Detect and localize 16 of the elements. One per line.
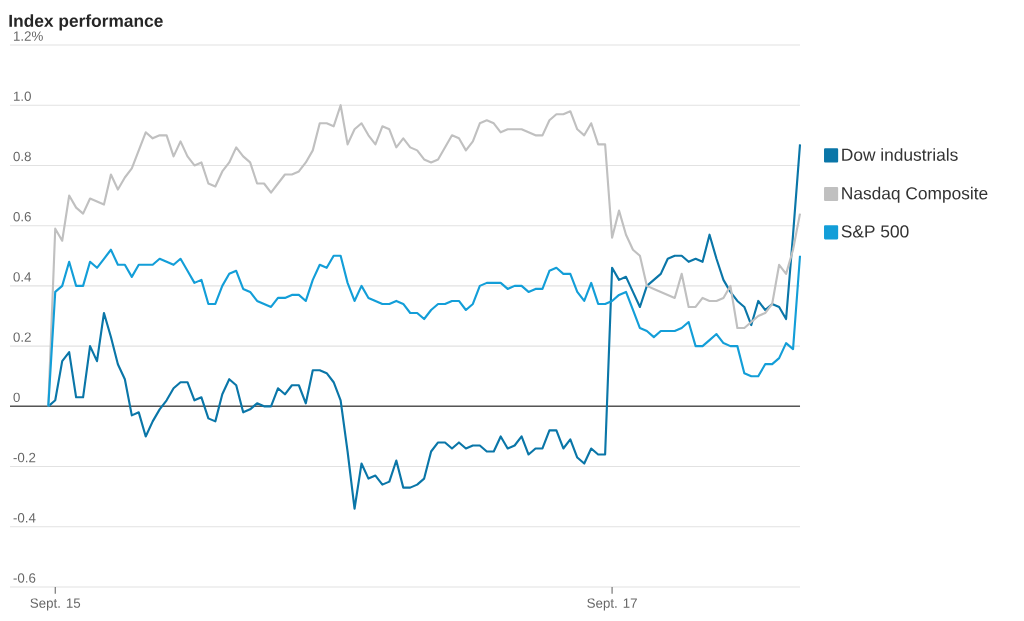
y-tick-label: 1.2% <box>13 31 43 41</box>
y-tick-label: 0.2 <box>13 332 31 342</box>
y-tick-label: 0.6 <box>13 211 31 222</box>
legend-label: Dow industrials <box>842 148 958 161</box>
y-tick-label: 0.4 <box>13 272 32 282</box>
y-tick-label: 1.0 <box>13 91 31 101</box>
y-tick-label: 0 <box>13 392 20 403</box>
y-tick-label: -0.6 <box>13 573 36 583</box>
chart-title: Index performance <box>9 14 163 31</box>
y-tick-label: -0.4 <box>13 513 36 523</box>
legend-label: Nasdaq Composite <box>842 186 988 203</box>
x-tick-label: Sept. 15 <box>30 598 81 611</box>
x-tick-label: Sept. 17 <box>587 598 637 611</box>
y-tick-label: -0.2 <box>13 452 36 463</box>
legend-label: S&P 500 <box>841 225 909 238</box>
y-tick-label: 0.8 <box>13 151 31 162</box>
